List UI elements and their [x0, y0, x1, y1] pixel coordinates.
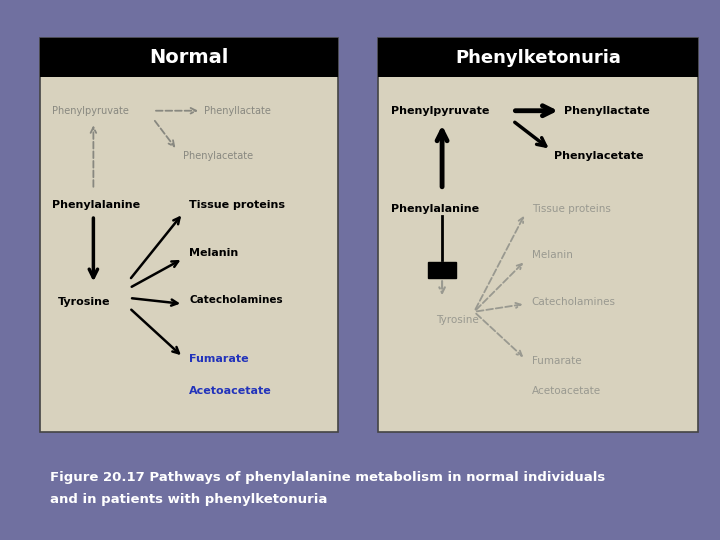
Text: Phenylacetate: Phenylacetate: [183, 151, 253, 161]
Text: Phenylacetate: Phenylacetate: [554, 151, 644, 161]
Text: Melanin: Melanin: [532, 249, 572, 260]
Text: Phenylalanine: Phenylalanine: [391, 204, 479, 214]
Text: Normal: Normal: [149, 48, 229, 67]
Text: Tyrosine: Tyrosine: [436, 315, 478, 325]
Text: and in patients with phenylketonuria: and in patients with phenylketonuria: [50, 493, 328, 506]
Text: Phenyllactate: Phenyllactate: [564, 106, 649, 116]
Text: Phenylalanine: Phenylalanine: [52, 200, 140, 211]
Text: Tyrosine: Tyrosine: [58, 297, 110, 307]
Text: Fumarate: Fumarate: [189, 354, 248, 364]
Text: Acetoacetate: Acetoacetate: [189, 386, 271, 396]
Text: Acetoacetate: Acetoacetate: [532, 386, 601, 396]
Text: Phenylpyruvate: Phenylpyruvate: [52, 106, 128, 116]
Text: Tissue proteins: Tissue proteins: [189, 200, 285, 211]
Text: Phenylketonuria: Phenylketonuria: [455, 49, 621, 66]
Text: Fumarate: Fumarate: [532, 356, 582, 366]
Bar: [378, 38, 698, 432]
Text: Figure 20.17 Pathways of phenylalanine metabolism in normal individuals: Figure 20.17 Pathways of phenylalanine m…: [50, 471, 606, 484]
Text: Tissue proteins: Tissue proteins: [532, 204, 611, 214]
Text: Melanin: Melanin: [189, 248, 238, 258]
Bar: [40, 38, 338, 77]
Text: Catecholamines: Catecholamines: [189, 295, 283, 305]
Bar: [378, 38, 698, 77]
Text: Catecholamines: Catecholamines: [532, 297, 616, 307]
Bar: [40, 38, 338, 432]
Text: Phenyllactate: Phenyllactate: [204, 106, 271, 116]
Bar: [428, 262, 456, 278]
Text: Phenylpyruvate: Phenylpyruvate: [391, 106, 489, 116]
